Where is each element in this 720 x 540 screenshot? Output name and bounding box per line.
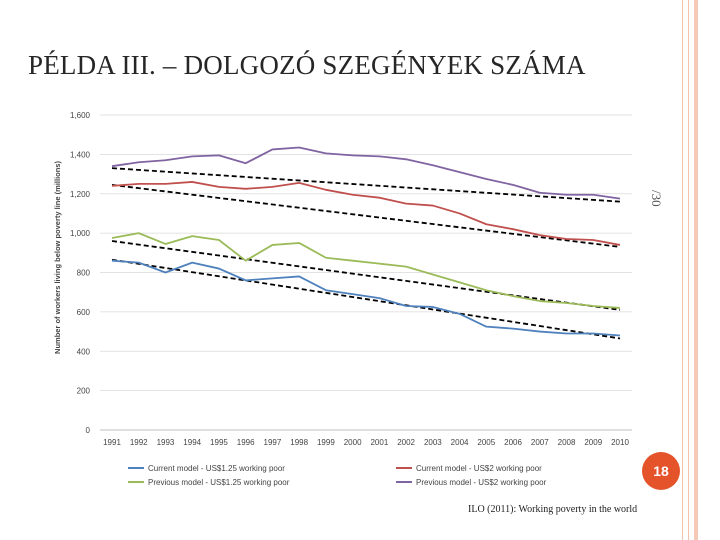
series-line-3	[111, 232, 621, 309]
x-tick-label: 2000	[344, 438, 362, 447]
x-tick-label: 1998	[290, 438, 308, 447]
y-tick-label: 600	[77, 308, 91, 317]
y-tick-label: 400	[77, 347, 91, 356]
slide-title: PÉLDA III. – DOLGOZÓ SZEGÉNYEK SZÁMA	[28, 50, 586, 80]
x-tick-label: 2010	[611, 438, 629, 447]
x-tick-label: 2003	[424, 438, 442, 447]
trend-line-2	[111, 183, 621, 248]
x-tick-label: 1993	[157, 438, 175, 447]
y-tick-label: 800	[77, 269, 91, 278]
slide-frame-line	[682, 0, 683, 540]
slide-frame-line-2	[688, 0, 689, 540]
chart-y-ticks: 0 200 400 600 800 1,000 1,200 1,400 1,600	[70, 111, 91, 435]
x-tick-label: 2004	[451, 438, 469, 447]
series-line-1	[111, 259, 621, 337]
x-tick-label: 1991	[103, 438, 121, 447]
trend-line-4	[111, 258, 621, 340]
x-tick-label: 2001	[370, 438, 388, 447]
legend-label: Current model - US$1.25 working poor	[148, 464, 285, 473]
trend-line-1	[111, 167, 621, 203]
chart-gridlines	[100, 114, 632, 431]
x-tick-label: 2009	[584, 438, 602, 447]
chart-trend-lines	[111, 167, 621, 340]
legend-label: Current model - US$2 working poor	[416, 464, 542, 473]
legend-label: Previous model - US$2 working poor	[416, 478, 547, 487]
x-tick-label: 1994	[183, 438, 201, 447]
legend-label: Previous model - US$1.25 working poor	[148, 478, 290, 487]
x-tick-label: 2008	[558, 438, 576, 447]
slide-frame-bar	[694, 0, 698, 540]
x-tick-label: 1997	[264, 438, 282, 447]
page-number-badge: 18	[642, 452, 680, 490]
source-citation: ILO (2011): Working poverty in the world	[468, 504, 638, 515]
x-tick-label: 2007	[531, 438, 549, 447]
x-tick-label: 2006	[504, 438, 522, 447]
y-tick-label: 1,200	[70, 190, 91, 199]
y-tick-label: 0	[86, 426, 91, 435]
y-tick-label: 200	[77, 387, 91, 396]
x-tick-label: 1996	[237, 438, 255, 447]
y-tick-label: 1,000	[70, 229, 91, 238]
y-tick-label: 1,600	[70, 111, 91, 120]
chart-series	[111, 146, 621, 337]
x-tick-label: 2002	[397, 438, 415, 447]
y-axis-label: Number of workers living below poverty l…	[53, 161, 62, 354]
chart-legend: Current model - US$1.25 working poor Curr…	[128, 464, 547, 487]
trend-line-3	[111, 240, 621, 311]
x-tick-label: 1995	[210, 438, 228, 447]
y-tick-label: 1,400	[70, 150, 91, 159]
series-line-2	[111, 181, 621, 246]
x-tick-label: 1999	[317, 438, 335, 447]
x-tick-label: 2005	[477, 438, 495, 447]
x-tick-label: 1992	[130, 438, 148, 447]
chart-x-ticks: 1991 1992 1993 1994 1995 1996 1997 1998 1999 2000…	[103, 438, 629, 447]
series-line-4	[111, 146, 621, 200]
